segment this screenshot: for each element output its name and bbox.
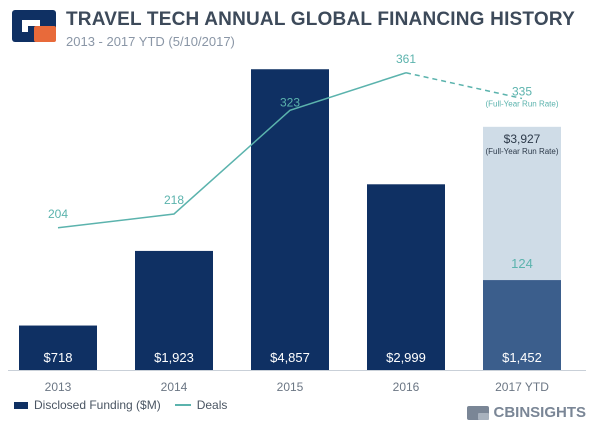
run-rate-funding-note: (Full-Year Run Rate) — [485, 147, 558, 156]
funding-bar-2016 — [367, 184, 445, 370]
funding-value-label: $718 — [44, 350, 73, 365]
funding-bars — [19, 69, 561, 370]
x-tick-label: 2015 — [277, 380, 304, 394]
x-tick-label: 2013 — [45, 380, 72, 394]
chart-subtitle: 2013 - 2017 YTD (5/10/2017) — [66, 34, 235, 49]
deals-value-label: 204 — [48, 207, 68, 221]
cbinsights-logo-icon — [12, 10, 56, 42]
deals-ytd-label: 124 — [511, 256, 533, 271]
deals-line-series — [57, 72, 523, 229]
funding-value-label: $2,999 — [386, 350, 426, 365]
x-axis: 2013 2014 2015 2016 2017 YTD — [8, 370, 586, 394]
brand-mark: CBINSIGHTS — [467, 404, 586, 421]
deals-value-label: 218 — [164, 193, 184, 207]
deals-value-label: 323 — [280, 95, 300, 109]
chart-title: TRAVEL TECH ANNUAL GLOBAL FINANCING HIST… — [66, 9, 575, 30]
run-rate-funding-label: $3,927 — [504, 132, 541, 146]
deals-line — [57, 72, 407, 229]
funding-bar-2015 — [251, 69, 329, 370]
funding-bar-2013 — [19, 325, 97, 370]
run-rate-deals-note: (Full-Year Run Rate) — [485, 99, 558, 108]
deals-run-rate-line — [405, 72, 523, 100]
x-tick-label: 2016 — [393, 380, 420, 394]
funding-bar-2014 — [135, 250, 213, 370]
deals-value-label: 361 — [396, 52, 416, 66]
funding-bar-2017-ytd — [483, 280, 561, 370]
legend-deals-swatch — [174, 404, 191, 406]
legend-deals-label: Deals — [196, 398, 228, 412]
brand-icon — [467, 405, 490, 420]
funding-value-label: $4,857 — [270, 350, 310, 365]
legend-funding-label: Disclosed Funding ($M) — [34, 398, 161, 412]
brand-name: CBINSIGHTS — [493, 404, 586, 421]
x-tick-label: 2017 YTD — [495, 380, 549, 394]
x-tick-label: 2014 — [161, 380, 188, 394]
legend-funding-swatch — [14, 401, 28, 409]
chart-legend: Disclosed Funding ($M) Deals — [14, 398, 227, 412]
funding-value-label: $1,923 — [154, 350, 194, 365]
funding-value-label: $1,452 — [502, 350, 542, 365]
chart-labels: $718 $1,923 $4,857 $2,999 $1,452$3,927(Full-… — [44, 52, 559, 365]
run-rate-deals-label: 335 — [512, 84, 532, 98]
